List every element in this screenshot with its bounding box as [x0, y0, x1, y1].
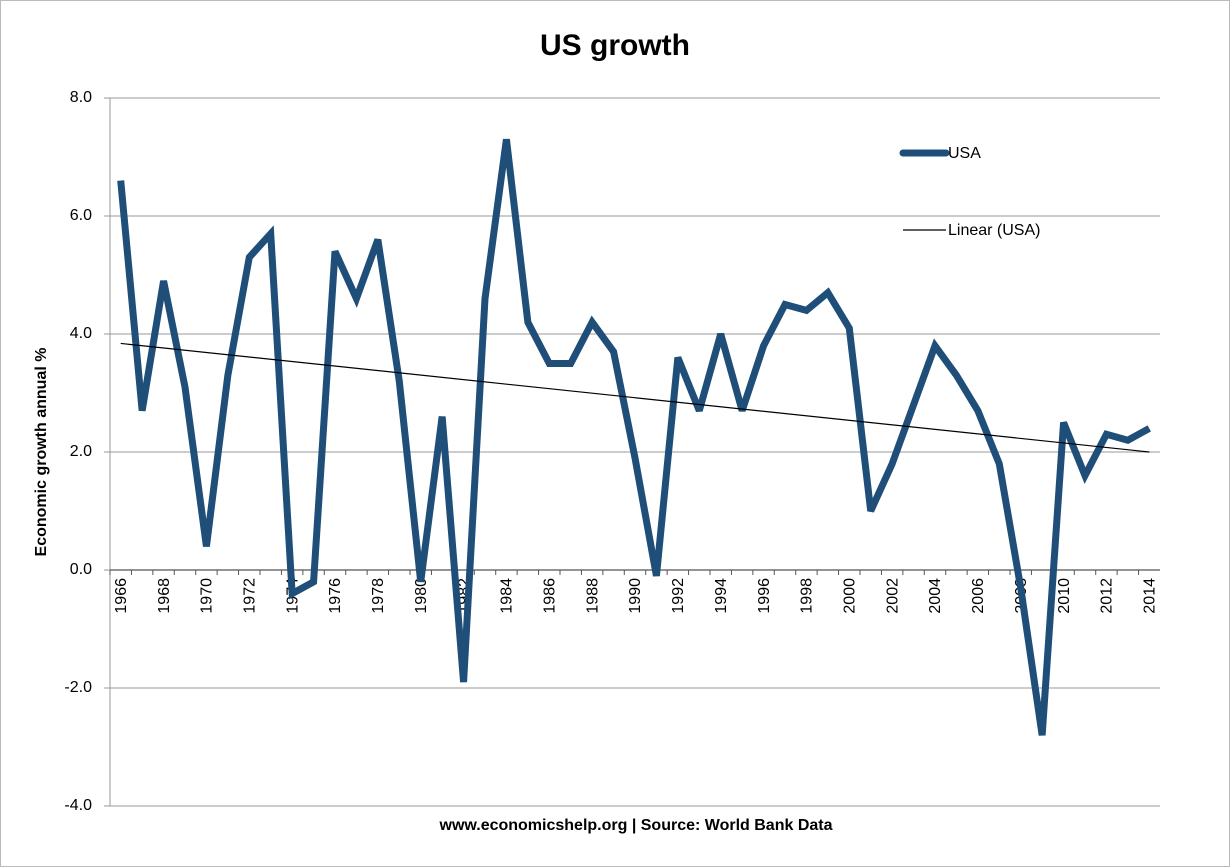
- x-tick-label: 1994: [713, 578, 730, 614]
- x-tick-label: 1990: [627, 578, 644, 614]
- x-tick-label: 2010: [1056, 578, 1073, 614]
- x-tick-label: 1978: [370, 578, 387, 614]
- x-tick-label: 1984: [499, 578, 516, 614]
- x-tick-label: 1996: [756, 578, 773, 614]
- x-tick-label: 2012: [1099, 578, 1116, 614]
- chart-title: US growth: [540, 29, 690, 62]
- x-tick-label: 2006: [970, 578, 987, 614]
- x-tick-label: 1980: [413, 578, 430, 614]
- y-tick-label: 0.0: [70, 561, 92, 578]
- y-tick-label: 4.0: [70, 325, 92, 342]
- legend-label: Linear (USA): [948, 222, 1040, 239]
- x-tick-label: 2014: [1142, 578, 1159, 614]
- x-tick-label: 1988: [584, 578, 601, 614]
- x-tick-label: 1970: [199, 578, 216, 614]
- data-line: [117, 138, 1151, 736]
- trendline: [120, 342, 1150, 453]
- x-tick-label: 2000: [842, 578, 859, 614]
- legend-label: USA: [948, 145, 981, 162]
- footer: www.economicshelp.org | Source: World Ba…: [439, 817, 833, 834]
- x-tick-label: 2002: [884, 578, 901, 614]
- x-tick-label: 2004: [927, 578, 944, 614]
- x-tick-label: 1986: [542, 578, 559, 614]
- y-tick-label: -4.0: [64, 797, 92, 814]
- x-tick-label: 1966: [113, 578, 130, 614]
- y-axis-title: Economic growth annual %: [33, 348, 50, 557]
- x-tick-label: 1968: [156, 578, 173, 614]
- y-tick-label: 6.0: [70, 207, 92, 224]
- y-tick-label: 2.0: [70, 443, 92, 460]
- x-tick-label: 1998: [799, 578, 816, 614]
- x-tick-label: 1992: [670, 578, 687, 614]
- x-tick-label: 1976: [327, 578, 344, 614]
- y-tick-label: 8.0: [70, 89, 92, 106]
- y-tick-label: -2.0: [64, 679, 92, 696]
- x-tick-label: 1972: [242, 578, 259, 614]
